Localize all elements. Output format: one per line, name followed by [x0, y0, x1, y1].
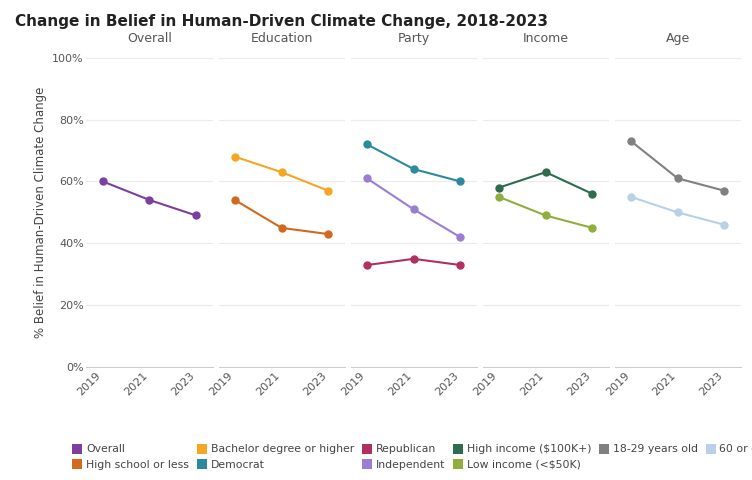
Text: Overall: Overall: [127, 32, 172, 45]
Legend: Overall, High school or less, Bachelor degree or higher, Democrat, Republican, I: Overall, High school or less, Bachelor d…: [73, 444, 752, 470]
Y-axis label: % Belief in Human-Driven Climate Change: % Belief in Human-Driven Climate Change: [34, 87, 47, 338]
Text: Party: Party: [398, 32, 429, 45]
Text: Change in Belief in Human-Driven Climate Change, 2018-2023: Change in Belief in Human-Driven Climate…: [15, 14, 548, 29]
Text: Age: Age: [666, 32, 690, 45]
Text: Education: Education: [250, 32, 313, 45]
Text: Income: Income: [523, 32, 569, 45]
